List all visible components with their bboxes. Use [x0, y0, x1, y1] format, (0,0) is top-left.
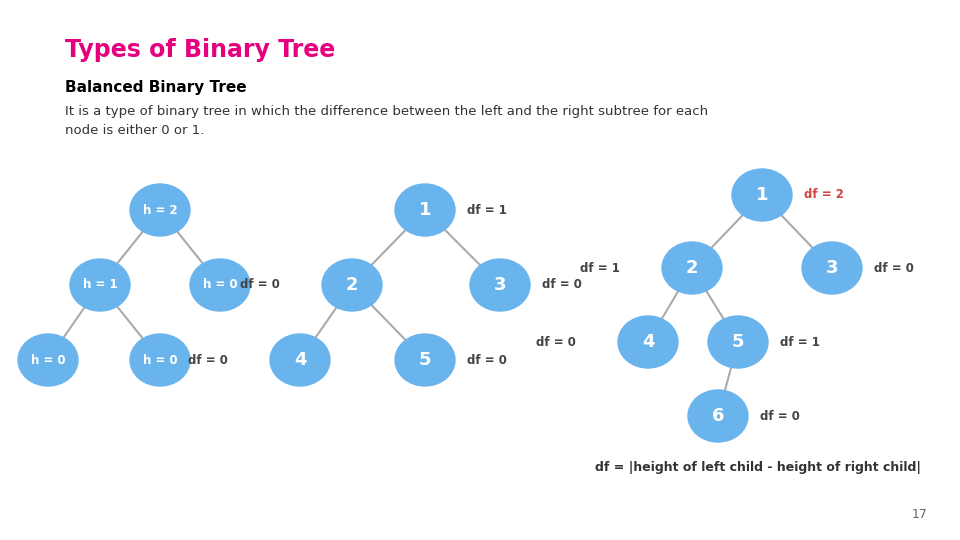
Text: df = 0: df = 0	[188, 354, 228, 367]
Ellipse shape	[190, 259, 250, 311]
Text: df = 0: df = 0	[467, 354, 507, 367]
Ellipse shape	[130, 184, 190, 236]
Text: df = 0: df = 0	[542, 279, 582, 292]
Ellipse shape	[802, 242, 862, 294]
Ellipse shape	[688, 390, 748, 442]
Text: df = 0: df = 0	[760, 409, 800, 422]
Text: df = 0: df = 0	[240, 279, 280, 292]
Text: 1: 1	[419, 201, 431, 219]
Ellipse shape	[708, 316, 768, 368]
Text: h = 1: h = 1	[83, 279, 117, 292]
Text: df = 0: df = 0	[874, 261, 914, 274]
Text: 3: 3	[826, 259, 838, 277]
Ellipse shape	[395, 184, 455, 236]
Ellipse shape	[732, 169, 792, 221]
Ellipse shape	[395, 334, 455, 386]
Ellipse shape	[18, 334, 78, 386]
Text: 3: 3	[493, 276, 506, 294]
Ellipse shape	[618, 316, 678, 368]
Text: df = 1: df = 1	[467, 204, 507, 217]
Text: df = 2: df = 2	[804, 188, 844, 201]
Text: 17: 17	[912, 509, 928, 522]
Text: 4: 4	[641, 333, 655, 351]
Ellipse shape	[70, 259, 130, 311]
Text: 5: 5	[419, 351, 431, 369]
Text: h = 0: h = 0	[203, 279, 237, 292]
Text: h = 0: h = 0	[31, 354, 65, 367]
Text: df = 0: df = 0	[536, 335, 576, 348]
Text: df = 1: df = 1	[780, 335, 820, 348]
Text: 2: 2	[685, 259, 698, 277]
Ellipse shape	[322, 259, 382, 311]
Text: 4: 4	[294, 351, 306, 369]
Text: It is a type of binary tree in which the difference between the left and the rig: It is a type of binary tree in which the…	[65, 105, 708, 137]
Text: 6: 6	[711, 407, 724, 425]
Text: Types of Binary Tree: Types of Binary Tree	[65, 38, 335, 62]
Text: Balanced Binary Tree: Balanced Binary Tree	[65, 80, 247, 95]
Text: 2: 2	[346, 276, 358, 294]
Text: df = 1: df = 1	[580, 261, 620, 274]
Ellipse shape	[130, 334, 190, 386]
Ellipse shape	[470, 259, 530, 311]
Text: h = 2: h = 2	[143, 204, 178, 217]
Text: 5: 5	[732, 333, 744, 351]
Ellipse shape	[662, 242, 722, 294]
Text: 1: 1	[756, 186, 768, 204]
Text: h = 0: h = 0	[143, 354, 178, 367]
Text: df = |height of left child - height of right child|: df = |height of left child - height of r…	[595, 462, 921, 475]
Ellipse shape	[270, 334, 330, 386]
